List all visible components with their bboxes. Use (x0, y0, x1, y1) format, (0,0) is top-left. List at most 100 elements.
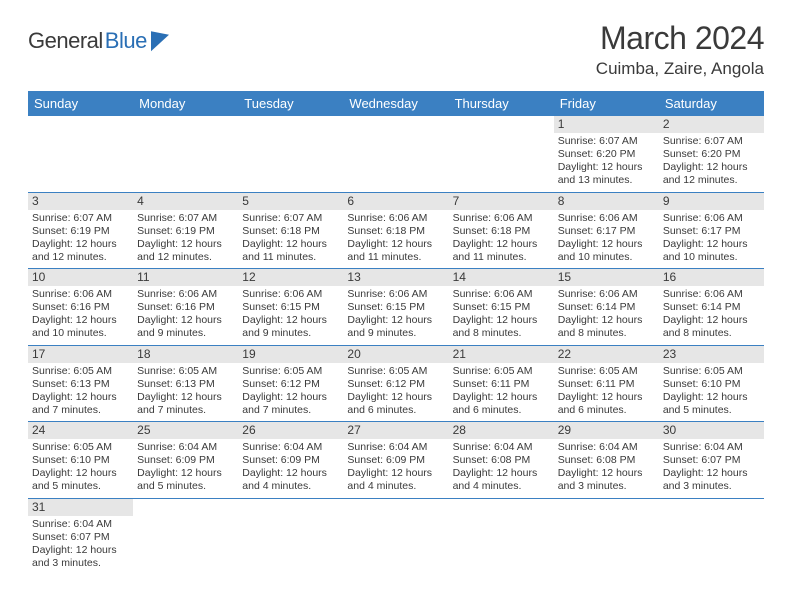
sunrise-line: Sunrise: 6:06 AM (32, 288, 129, 301)
sunrise-line: Sunrise: 6:04 AM (32, 518, 129, 531)
calendar-body: 1Sunrise: 6:07 AMSunset: 6:20 PMDaylight… (28, 116, 764, 574)
daylight-line: Daylight: 12 hours and 10 minutes. (558, 238, 655, 264)
daylight-line: Daylight: 12 hours and 9 minutes. (347, 314, 444, 340)
daylight-line: Daylight: 12 hours and 7 minutes. (32, 391, 129, 417)
sunset-line: Sunset: 6:11 PM (558, 378, 655, 391)
calendar-cell: 20Sunrise: 6:05 AMSunset: 6:12 PMDayligh… (343, 345, 448, 422)
calendar-cell: 23 Sunrise: 6:05 AMSunset: 6:10 PMDayligh… (659, 345, 764, 422)
calendar-row: 31Sunrise: 6:04 AMSunset: 6:07 PMDayligh… (28, 498, 764, 574)
calendar-cell-empty (28, 116, 133, 192)
daylight-line: Daylight: 12 hours and 10 minutes. (32, 314, 129, 340)
daylight-line: Daylight: 12 hours and 3 minutes. (558, 467, 655, 493)
day-number: 22 (554, 346, 659, 363)
calendar-cell: 14Sunrise: 6:06 AMSunset: 6:15 PMDayligh… (449, 269, 554, 346)
calendar-cell: 3Sunrise: 6:07 AMSunset: 6:19 PMDaylight… (28, 192, 133, 269)
calendar-cell: 6Sunrise: 6:06 AMSunset: 6:18 PMDaylight… (343, 192, 448, 269)
daylight-line: Daylight: 12 hours and 8 minutes. (453, 314, 550, 340)
sunrise-line: Sunrise: 6:07 AM (558, 135, 655, 148)
weekday-header: Sunday (28, 91, 133, 116)
daylight-line: Daylight: 12 hours and 4 minutes. (242, 467, 339, 493)
sunrise-line: Sunrise: 6:06 AM (453, 212, 550, 225)
calendar-cell: 9Sunrise: 6:06 AMSunset: 6:17 PMDaylight… (659, 192, 764, 269)
calendar-cell: 27Sunrise: 6:04 AMSunset: 6:09 PMDayligh… (343, 422, 448, 499)
day-number: 13 (343, 269, 448, 286)
calendar-row: 10Sunrise: 6:06 AMSunset: 6:16 PMDayligh… (28, 269, 764, 346)
sunrise-line: Sunrise: 6:04 AM (558, 441, 655, 454)
daylight-line: Daylight: 12 hours and 11 minutes. (453, 238, 550, 264)
sunrise-line: Sunrise: 6:04 AM (453, 441, 550, 454)
day-number: 21 (449, 346, 554, 363)
sunset-line: Sunset: 6:10 PM (663, 378, 760, 391)
calendar-cell: 13Sunrise: 6:06 AMSunset: 6:15 PMDayligh… (343, 269, 448, 346)
calendar-cell-empty (343, 498, 448, 574)
daylight-line: Daylight: 12 hours and 4 minutes. (453, 467, 550, 493)
calendar-page: GeneralBlue March 2024 Cuimba, Zaire, An… (0, 0, 792, 594)
calendar-cell-empty (133, 498, 238, 574)
sunrise-line: Sunrise: 6:07 AM (242, 212, 339, 225)
daylight-line: Daylight: 12 hours and 11 minutes. (242, 238, 339, 264)
day-number: 25 (133, 422, 238, 439)
sunrise-line: Sunrise: 6:04 AM (663, 441, 760, 454)
daylight-line: Daylight: 12 hours and 3 minutes. (663, 467, 760, 493)
day-number: 1 (554, 116, 659, 133)
sunset-line: Sunset: 6:20 PM (558, 148, 655, 161)
sunset-line: Sunset: 6:17 PM (558, 225, 655, 238)
calendar-cell-empty (133, 116, 238, 192)
sunset-line: Sunset: 6:16 PM (32, 301, 129, 314)
calendar-cell: 28Sunrise: 6:04 AMSunset: 6:08 PMDayligh… (449, 422, 554, 499)
daylight-line: Daylight: 12 hours and 5 minutes. (663, 391, 760, 417)
sunset-line: Sunset: 6:18 PM (347, 225, 444, 238)
sunrise-line: Sunrise: 6:07 AM (32, 212, 129, 225)
calendar-cell: 7Sunrise: 6:06 AMSunset: 6:18 PMDaylight… (449, 192, 554, 269)
sunset-line: Sunset: 6:15 PM (242, 301, 339, 314)
sunset-line: Sunset: 6:16 PM (137, 301, 234, 314)
calendar-cell-empty (238, 498, 343, 574)
sunset-line: Sunset: 6:15 PM (453, 301, 550, 314)
month-title: March 2024 (596, 20, 764, 57)
day-number: 15 (554, 269, 659, 286)
weekday-header: Thursday (449, 91, 554, 116)
sunset-line: Sunset: 6:10 PM (32, 454, 129, 467)
sunrise-line: Sunrise: 6:05 AM (663, 365, 760, 378)
daylight-line: Daylight: 12 hours and 12 minutes. (663, 161, 760, 187)
sunset-line: Sunset: 6:15 PM (347, 301, 444, 314)
calendar-cell-empty (238, 116, 343, 192)
sunrise-line: Sunrise: 6:05 AM (242, 365, 339, 378)
daylight-line: Daylight: 12 hours and 3 minutes. (32, 544, 129, 570)
sunset-line: Sunset: 6:07 PM (32, 531, 129, 544)
day-number: 24 (28, 422, 133, 439)
daylight-line: Daylight: 12 hours and 6 minutes. (453, 391, 550, 417)
daylight-line: Daylight: 12 hours and 6 minutes. (347, 391, 444, 417)
calendar-cell-empty (554, 498, 659, 574)
calendar-cell: 22Sunrise: 6:05 AMSunset: 6:11 PMDayligh… (554, 345, 659, 422)
day-number: 23 (659, 346, 764, 363)
sunset-line: Sunset: 6:17 PM (663, 225, 760, 238)
sunrise-line: Sunrise: 6:04 AM (137, 441, 234, 454)
day-number: 18 (133, 346, 238, 363)
day-number: 10 (28, 269, 133, 286)
sunrise-line: Sunrise: 6:07 AM (137, 212, 234, 225)
calendar-row: 17Sunrise: 6:05 AMSunset: 6:13 PMDayligh… (28, 345, 764, 422)
sunset-line: Sunset: 6:14 PM (663, 301, 760, 314)
calendar-cell: 24Sunrise: 6:05 AMSunset: 6:10 PMDayligh… (28, 422, 133, 499)
calendar-cell: 2Sunrise: 6:07 AMSunset: 6:20 PMDaylight… (659, 116, 764, 192)
title-block: March 2024 Cuimba, Zaire, Angola (596, 20, 764, 79)
day-number: 5 (238, 193, 343, 210)
calendar-cell: 8Sunrise: 6:06 AMSunset: 6:17 PMDaylight… (554, 192, 659, 269)
sunset-line: Sunset: 6:07 PM (663, 454, 760, 467)
day-number: 9 (659, 193, 764, 210)
sunrise-line: Sunrise: 6:05 AM (137, 365, 234, 378)
sunset-line: Sunset: 6:08 PM (453, 454, 550, 467)
day-number: 20 (343, 346, 448, 363)
day-number: 12 (238, 269, 343, 286)
sunrise-line: Sunrise: 6:06 AM (558, 288, 655, 301)
calendar-row: 1 Sunrise: 6:07 AMSunset: 6:20 PM Daylight… (28, 116, 764, 192)
calendar-cell: 26Sunrise: 6:04 AMSunset: 6:09 PMDayligh… (238, 422, 343, 499)
calendar-cell: 29Sunrise: 6:04 AMSunset: 6:08 PMDayligh… (554, 422, 659, 499)
calendar-cell: 25Sunrise: 6:04 AMSunset: 6:09 PMDayligh… (133, 422, 238, 499)
calendar-cell-empty (343, 116, 448, 192)
calendar-table: SundayMondayTuesdayWednesdayThursdayFrid… (28, 91, 764, 574)
daylight-line: Daylight: 12 hours and 4 minutes. (347, 467, 444, 493)
weekday-header: Monday (133, 91, 238, 116)
sunset-line: Sunset: 6:13 PM (32, 378, 129, 391)
